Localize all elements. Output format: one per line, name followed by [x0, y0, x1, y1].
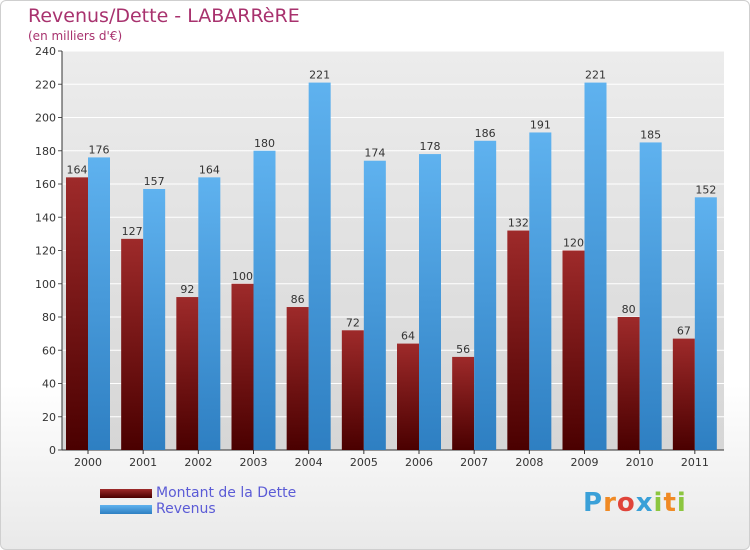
x-tick-label: 2006: [405, 456, 433, 469]
data-label: 86: [291, 293, 305, 306]
y-tick-label: 240: [35, 45, 56, 58]
legend-swatch-revenus: [100, 505, 152, 514]
y-tick-label: 120: [35, 245, 56, 258]
data-label: 120: [563, 237, 584, 250]
data-label: 92: [180, 283, 194, 296]
x-tick-label: 2005: [350, 456, 378, 469]
x-tick-label: 2004: [295, 456, 323, 469]
bar-dette-2003: [231, 283, 254, 450]
chart-title: Revenus/Dette - LABARRèRE: [28, 5, 300, 27]
data-label: 174: [364, 147, 385, 160]
bar-revenus-2003: [253, 150, 276, 450]
data-label: 164: [67, 163, 88, 176]
y-tick-label: 100: [35, 278, 56, 291]
chart-subtitle: (en milliers d'€): [28, 29, 123, 43]
bar-revenus-2001: [143, 188, 166, 451]
data-label: 221: [309, 69, 330, 82]
data-label: 191: [530, 118, 551, 131]
data-label: 72: [346, 316, 360, 329]
x-tick-label: 2010: [626, 456, 654, 469]
data-label: 64: [401, 330, 415, 343]
x-tick-label: 2001: [129, 456, 157, 469]
x-tick-label: 2009: [571, 456, 599, 469]
x-tick-label: 2003: [240, 456, 268, 469]
data-label: 56: [456, 343, 470, 356]
data-label: 152: [695, 183, 716, 196]
y-tick-label: 0: [49, 444, 56, 457]
bar-revenus-2006: [419, 154, 441, 450]
logo-letter: t: [663, 488, 677, 518]
data-label: 186: [475, 127, 496, 140]
bar-dette-2000: [66, 177, 88, 450]
logo-letter: o: [616, 488, 636, 518]
bar-dette-2011: [672, 338, 695, 450]
bar-dette-2008: [507, 230, 530, 450]
y-tick-label: 160: [35, 178, 56, 191]
bar-revenus-2011: [694, 197, 717, 450]
bar-dette-2004: [286, 307, 309, 450]
y-tick-label: 40: [42, 378, 56, 391]
bar-revenus-2007: [474, 140, 497, 450]
y-tick-label: 20: [42, 411, 56, 424]
bar-dette-2010: [617, 317, 640, 450]
bar-dette-2002: [176, 297, 199, 450]
bar-revenus-2004: [308, 82, 331, 451]
proxiti-logo: Proxiti: [583, 488, 687, 518]
data-label: 80: [622, 303, 636, 316]
data-label: 157: [144, 175, 165, 188]
bar-revenus-2005: [363, 160, 386, 450]
bar-dette-2005: [341, 330, 364, 450]
bar-revenus-2000: [88, 157, 110, 450]
bar-revenus-2009: [584, 82, 607, 451]
y-tick-label: 180: [35, 145, 56, 158]
legend-swatch-dette: [100, 489, 152, 498]
logo-letter: i: [653, 488, 664, 518]
bar-revenus-2002: [198, 177, 221, 450]
x-tick-label: 2002: [184, 456, 212, 469]
y-tick-label: 200: [35, 112, 56, 125]
logo-letter: r: [603, 488, 617, 518]
data-label: 132: [508, 217, 529, 230]
legend-label-dette: Montant de la Dette: [156, 485, 297, 501]
data-label: 178: [420, 140, 441, 153]
x-tick-label: 2000: [74, 456, 102, 469]
bar-dette-2007: [452, 356, 475, 450]
bar-dette-2009: [562, 250, 585, 450]
data-label: 127: [122, 225, 143, 238]
y-tick-label: 80: [42, 311, 56, 324]
data-label: 100: [232, 270, 253, 283]
logo-letter: x: [635, 488, 654, 518]
data-label: 185: [640, 128, 661, 141]
bar-dette-2006: [397, 343, 419, 450]
data-label: 221: [585, 69, 606, 82]
x-tick-label: 2007: [460, 456, 488, 469]
data-label: 180: [254, 137, 275, 150]
x-tick-label: 2008: [515, 456, 543, 469]
bar-dette-2001: [121, 238, 144, 450]
bar-revenus-2008: [529, 132, 552, 450]
data-label: 67: [677, 325, 691, 338]
x-tick-label: 2011: [681, 456, 709, 469]
logo-letter: P: [583, 488, 604, 518]
y-tick-label: 60: [42, 344, 56, 357]
data-label: 164: [199, 163, 220, 176]
y-tick-label: 220: [35, 78, 56, 91]
legend-label-revenus: Revenus: [156, 501, 216, 517]
logo-letter: i: [676, 488, 687, 518]
y-tick-label: 140: [35, 211, 56, 224]
bar-revenus-2010: [639, 142, 662, 450]
data-label: 176: [89, 143, 110, 156]
